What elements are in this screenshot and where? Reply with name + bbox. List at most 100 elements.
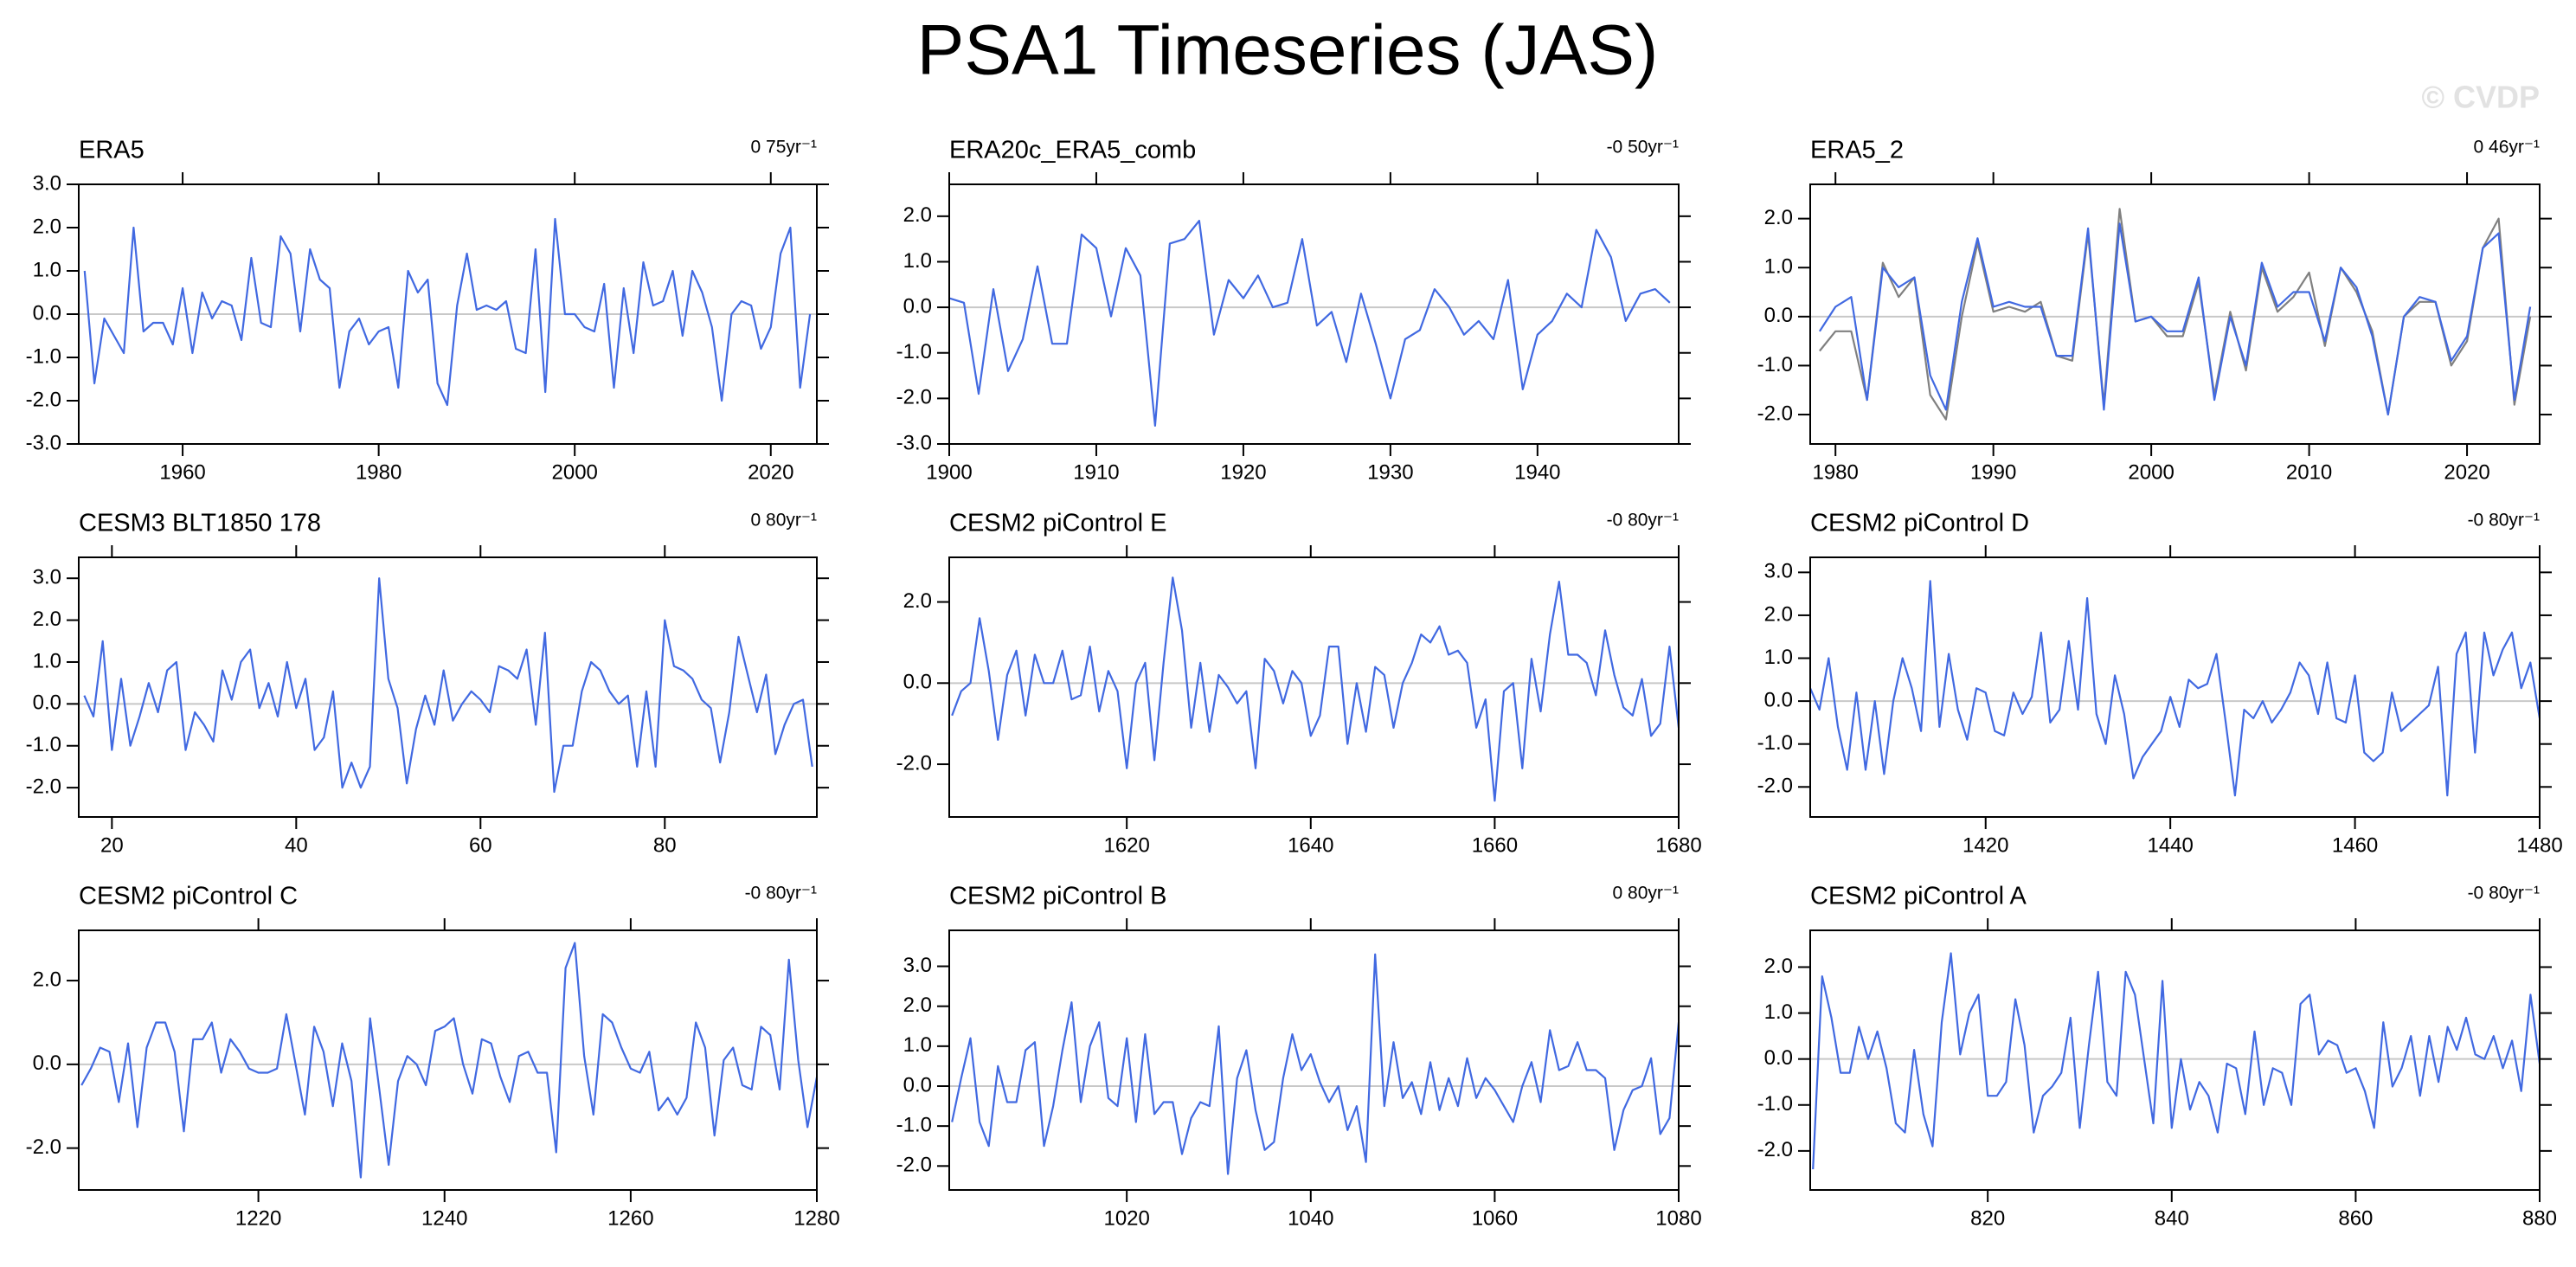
x-tick-label: 1280 bbox=[793, 1206, 839, 1230]
x-tick-label: 1220 bbox=[235, 1206, 281, 1230]
x-tick-label: 2020 bbox=[748, 460, 793, 484]
x-tick-label: 1920 bbox=[1220, 460, 1266, 484]
x-tick-label: 1900 bbox=[926, 460, 972, 484]
plot-frame bbox=[1809, 929, 2541, 1191]
y-tick-label: -1.0 bbox=[1757, 731, 1793, 755]
series-line bbox=[80, 942, 819, 1179]
trend-annotation: -0 80yr⁻¹ bbox=[745, 884, 817, 904]
panel-title: ERA5 bbox=[79, 137, 145, 164]
y-tick-label: 1.0 bbox=[33, 258, 61, 281]
credit: © CVDP bbox=[2421, 80, 2540, 115]
x-tick-label: 1910 bbox=[1073, 460, 1119, 484]
x-tick-label: 1620 bbox=[1103, 833, 1149, 857]
x-tick-label: 1440 bbox=[2147, 833, 2193, 857]
x-tick-label: 80 bbox=[653, 833, 677, 857]
trend-annotation: -0 80yr⁻¹ bbox=[1607, 511, 1679, 531]
panel-title: CESM2 piControl E bbox=[949, 510, 1166, 537]
x-tick-label: 2020 bbox=[2444, 460, 2489, 484]
y-tick-label: 2.0 bbox=[33, 968, 61, 991]
y-tick-label: 1.0 bbox=[903, 249, 932, 273]
x-tick-label: 1080 bbox=[1655, 1206, 1701, 1230]
y-tick-label: 2.0 bbox=[1764, 206, 1793, 229]
trend-annotation: 0 80yr⁻¹ bbox=[1613, 884, 1679, 904]
y-tick-label: 0.0 bbox=[33, 691, 61, 715]
series-line bbox=[83, 217, 812, 407]
y-tick-label: 3.0 bbox=[33, 171, 61, 195]
y-tick-label: -1.0 bbox=[26, 344, 61, 368]
y-tick-label: 0.0 bbox=[33, 1052, 61, 1075]
x-tick-label: 2000 bbox=[2128, 460, 2174, 484]
y-tick-label: 1.0 bbox=[1764, 1000, 1793, 1024]
x-tick-label: 1460 bbox=[2332, 833, 2378, 857]
y-tick-label: 2.0 bbox=[903, 994, 932, 1017]
y-tick-label: 0.0 bbox=[33, 301, 61, 325]
series-line bbox=[1819, 208, 2532, 421]
y-tick-label: -2.0 bbox=[896, 751, 932, 775]
y-tick-label: -3.0 bbox=[26, 431, 61, 454]
series-line bbox=[948, 220, 1671, 427]
y-tick-label: 3.0 bbox=[903, 954, 932, 977]
y-tick-label: 1.0 bbox=[1764, 646, 1793, 669]
panel-title: CESM2 piControl C bbox=[79, 883, 298, 910]
x-tick-label: 1040 bbox=[1288, 1206, 1333, 1230]
series-line bbox=[1808, 580, 2541, 797]
trend-annotation: -0 80yr⁻¹ bbox=[2468, 511, 2540, 531]
panel-title: ERA5_2 bbox=[1810, 137, 1904, 164]
y-tick-label: -1.0 bbox=[26, 733, 61, 756]
y-tick-label: -2.0 bbox=[26, 1135, 61, 1159]
y-tick-label: 0.0 bbox=[1764, 688, 1793, 711]
y-tick-label: 1.0 bbox=[903, 1033, 932, 1057]
x-tick-label: 1660 bbox=[1472, 833, 1518, 857]
x-tick-label: 1960 bbox=[159, 460, 205, 484]
panel-title: ERA20c_ERA5_comb bbox=[949, 137, 1196, 164]
x-tick-label: 1480 bbox=[2516, 833, 2562, 857]
plot-frame bbox=[78, 183, 818, 445]
y-tick-label: 2.0 bbox=[903, 203, 932, 227]
x-tick-label: 60 bbox=[469, 833, 492, 857]
y-tick-label: -1.0 bbox=[1757, 1092, 1793, 1116]
panel-title: CESM3 BLT1850 178 bbox=[79, 510, 321, 537]
x-tick-label: 1060 bbox=[1472, 1206, 1518, 1230]
plot-frame bbox=[1809, 183, 2541, 445]
panel-title: CESM2 piControl D bbox=[1810, 510, 2029, 537]
x-tick-label: 40 bbox=[285, 833, 308, 857]
y-tick-label: 1.0 bbox=[1764, 255, 1793, 279]
x-tick-label: 1260 bbox=[607, 1206, 653, 1230]
y-tick-label: 2.0 bbox=[33, 608, 61, 631]
y-tick-label: -2.0 bbox=[26, 775, 61, 798]
plot-frame bbox=[948, 929, 1680, 1191]
trend-annotation: -0 50yr⁻¹ bbox=[1607, 138, 1679, 158]
x-tick-label: 840 bbox=[2155, 1206, 2189, 1230]
x-tick-label: 1980 bbox=[356, 460, 401, 484]
y-tick-label: 0.0 bbox=[903, 671, 932, 694]
y-tick-label: 1.0 bbox=[33, 649, 61, 672]
x-tick-label: 1420 bbox=[1963, 833, 2008, 857]
y-tick-label: -2.0 bbox=[1757, 1138, 1793, 1161]
y-tick-label: 3.0 bbox=[1764, 560, 1793, 583]
series-line bbox=[1818, 222, 2532, 416]
series-line bbox=[951, 953, 1680, 1175]
x-tick-label: 820 bbox=[1970, 1206, 2005, 1230]
y-tick-label: 2.0 bbox=[1764, 955, 1793, 978]
x-tick-label: 1990 bbox=[1970, 460, 2016, 484]
trend-annotation: 0 46yr⁻¹ bbox=[2474, 138, 2540, 158]
x-tick-label: 1940 bbox=[1514, 460, 1560, 484]
series-line bbox=[83, 577, 813, 794]
y-tick-label: -2.0 bbox=[896, 386, 932, 409]
series-line bbox=[1812, 952, 2541, 1170]
plot-frame bbox=[948, 183, 1680, 445]
panel-title: CESM2 piControl B bbox=[949, 883, 1166, 910]
plot-frame bbox=[78, 556, 818, 818]
x-tick-label: 2010 bbox=[2286, 460, 2332, 484]
y-tick-label: 0.0 bbox=[1764, 1046, 1793, 1070]
y-tick-label: -2.0 bbox=[1757, 402, 1793, 425]
y-tick-label: -1.0 bbox=[896, 1113, 932, 1136]
figure-title: PSA1 Timeseries (JAS) bbox=[917, 11, 1659, 90]
y-tick-label: 0.0 bbox=[903, 1073, 932, 1097]
x-tick-label: 860 bbox=[2338, 1206, 2373, 1230]
y-tick-label: -1.0 bbox=[896, 340, 932, 363]
y-tick-label: -3.0 bbox=[896, 431, 932, 454]
trend-annotation: 0 75yr⁻¹ bbox=[751, 138, 817, 158]
y-tick-label: -1.0 bbox=[1757, 353, 1793, 376]
